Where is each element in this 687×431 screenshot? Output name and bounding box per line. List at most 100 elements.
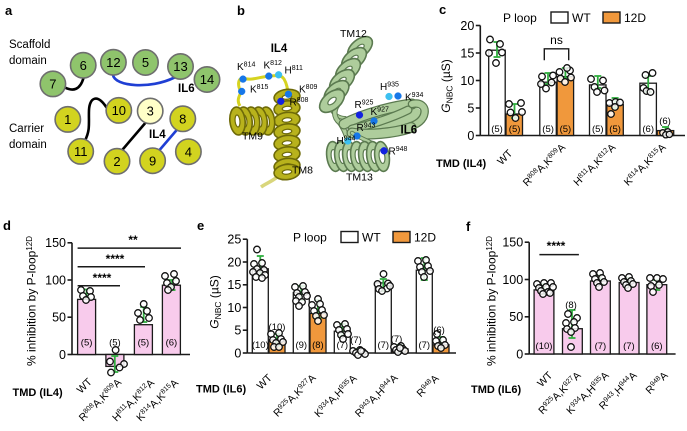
svg-text:15: 15 bbox=[460, 46, 474, 60]
svg-text:3: 3 bbox=[147, 104, 154, 119]
svg-text:(9): (9) bbox=[295, 340, 307, 351]
svg-text:GNBC (µS): GNBC (µS) bbox=[208, 275, 224, 329]
svg-text:K815: K815 bbox=[250, 84, 268, 96]
svg-text:% inhibition by P-loop12D: % inhibition by P-loop12D bbox=[25, 236, 39, 366]
svg-text:TM13: TM13 bbox=[346, 172, 373, 184]
svg-text:0: 0 bbox=[467, 129, 474, 143]
svg-text:25: 25 bbox=[227, 233, 241, 247]
svg-text:10: 10 bbox=[227, 301, 241, 315]
svg-text:(6): (6) bbox=[166, 338, 178, 349]
svg-text:K927: K927 bbox=[371, 107, 389, 119]
svg-text:7: 7 bbox=[49, 77, 56, 92]
svg-text:R948: R948 bbox=[389, 146, 408, 158]
svg-text:d: d bbox=[3, 218, 11, 233]
svg-text:10: 10 bbox=[112, 103, 126, 118]
svg-text:****: **** bbox=[547, 239, 566, 253]
svg-text:12D: 12D bbox=[414, 231, 436, 245]
svg-text:TMD (IL6): TMD (IL6) bbox=[196, 384, 246, 396]
svg-text:R925: R925 bbox=[355, 100, 374, 112]
svg-text:(6): (6) bbox=[651, 341, 663, 352]
svg-text:0: 0 bbox=[516, 347, 523, 361]
svg-text:K934: K934 bbox=[405, 92, 423, 104]
svg-text:TMD (IL4): TMD (IL4) bbox=[436, 158, 486, 170]
svg-text:8: 8 bbox=[179, 111, 186, 126]
svg-text:b: b bbox=[237, 3, 245, 18]
svg-text:20: 20 bbox=[460, 19, 474, 33]
svg-text:(10): (10) bbox=[252, 340, 269, 351]
svg-text:IL6: IL6 bbox=[401, 125, 418, 137]
svg-text:14: 14 bbox=[200, 72, 214, 87]
svg-text:(8): (8) bbox=[565, 300, 577, 311]
svg-text:(8): (8) bbox=[312, 340, 324, 351]
svg-text:5: 5 bbox=[234, 324, 241, 338]
svg-text:a: a bbox=[5, 3, 13, 18]
svg-text:domain: domain bbox=[9, 139, 47, 151]
svg-text:****: **** bbox=[93, 271, 112, 285]
svg-text:% inhibition by P-loop12D: % inhibition by P-loop12D bbox=[485, 236, 499, 366]
svg-text:R808: R808 bbox=[290, 97, 309, 109]
svg-text:IL6: IL6 bbox=[178, 83, 195, 95]
svg-text:(5): (5) bbox=[81, 338, 93, 349]
svg-text:(7): (7) bbox=[350, 335, 362, 346]
svg-text:(5): (5) bbox=[609, 124, 621, 135]
svg-text:P loop: P loop bbox=[503, 11, 537, 25]
svg-text:(6): (6) bbox=[433, 325, 445, 336]
svg-text:150: 150 bbox=[502, 236, 523, 250]
svg-text:(10): (10) bbox=[536, 341, 553, 352]
svg-text:(6): (6) bbox=[659, 116, 671, 127]
svg-text:(6): (6) bbox=[642, 124, 654, 135]
svg-text:50: 50 bbox=[52, 311, 66, 325]
svg-text:TM8: TM8 bbox=[292, 165, 313, 177]
svg-text:(7): (7) bbox=[377, 340, 389, 351]
svg-text:R943: R943 bbox=[357, 123, 376, 135]
svg-text:e: e bbox=[197, 218, 204, 233]
svg-text:H935: H935 bbox=[380, 82, 399, 94]
svg-text:TM9: TM9 bbox=[242, 131, 263, 143]
svg-text:9: 9 bbox=[149, 153, 156, 168]
svg-text:(7): (7) bbox=[595, 341, 607, 352]
svg-text:H811: H811 bbox=[285, 65, 304, 77]
svg-text:15: 15 bbox=[227, 278, 241, 292]
svg-text:2: 2 bbox=[113, 154, 120, 169]
svg-text:0: 0 bbox=[234, 346, 241, 360]
svg-text:12: 12 bbox=[106, 55, 120, 70]
svg-text:50: 50 bbox=[509, 310, 523, 324]
svg-text:****: **** bbox=[106, 252, 125, 266]
svg-text:IL4: IL4 bbox=[149, 129, 166, 141]
svg-text:13: 13 bbox=[173, 59, 187, 74]
svg-text:TMD (IL4): TMD (IL4) bbox=[13, 387, 63, 399]
svg-text:P loop: P loop bbox=[293, 231, 327, 245]
svg-text:GNBC (µS): GNBC (µS) bbox=[439, 59, 455, 113]
svg-text:(5): (5) bbox=[592, 124, 604, 135]
svg-text:1: 1 bbox=[64, 112, 71, 127]
svg-text:ns: ns bbox=[550, 33, 563, 47]
svg-text:Scaffold: Scaffold bbox=[9, 39, 50, 51]
svg-text:(5): (5) bbox=[542, 124, 554, 135]
svg-text:(10): (10) bbox=[269, 322, 286, 333]
svg-text:K812: K812 bbox=[264, 60, 282, 72]
svg-text:(7): (7) bbox=[418, 340, 430, 351]
svg-text:10: 10 bbox=[460, 74, 474, 88]
svg-text:H944: H944 bbox=[337, 136, 356, 148]
svg-text:(5): (5) bbox=[109, 338, 121, 349]
svg-text:WT: WT bbox=[362, 231, 381, 245]
svg-text:domain: domain bbox=[9, 55, 47, 67]
svg-text:6: 6 bbox=[80, 58, 87, 73]
svg-text:TM12: TM12 bbox=[340, 28, 367, 40]
svg-text:5: 5 bbox=[467, 101, 474, 115]
svg-text:f: f bbox=[466, 219, 471, 234]
svg-text:12D: 12D bbox=[624, 11, 646, 25]
svg-text:(5): (5) bbox=[491, 124, 503, 135]
svg-text:IL4: IL4 bbox=[271, 43, 288, 55]
svg-text:Carrier: Carrier bbox=[9, 123, 44, 135]
svg-text:(7): (7) bbox=[391, 334, 403, 345]
svg-text:5: 5 bbox=[142, 55, 149, 70]
svg-text:100: 100 bbox=[45, 273, 66, 287]
svg-text:(7): (7) bbox=[623, 341, 635, 352]
svg-text:c: c bbox=[439, 2, 446, 17]
svg-text:(5): (5) bbox=[560, 124, 572, 135]
svg-text:TMD (IL6): TMD (IL6) bbox=[471, 384, 521, 396]
svg-text:(5): (5) bbox=[138, 338, 150, 349]
svg-text:150: 150 bbox=[45, 236, 66, 250]
svg-text:(5): (5) bbox=[509, 124, 521, 135]
